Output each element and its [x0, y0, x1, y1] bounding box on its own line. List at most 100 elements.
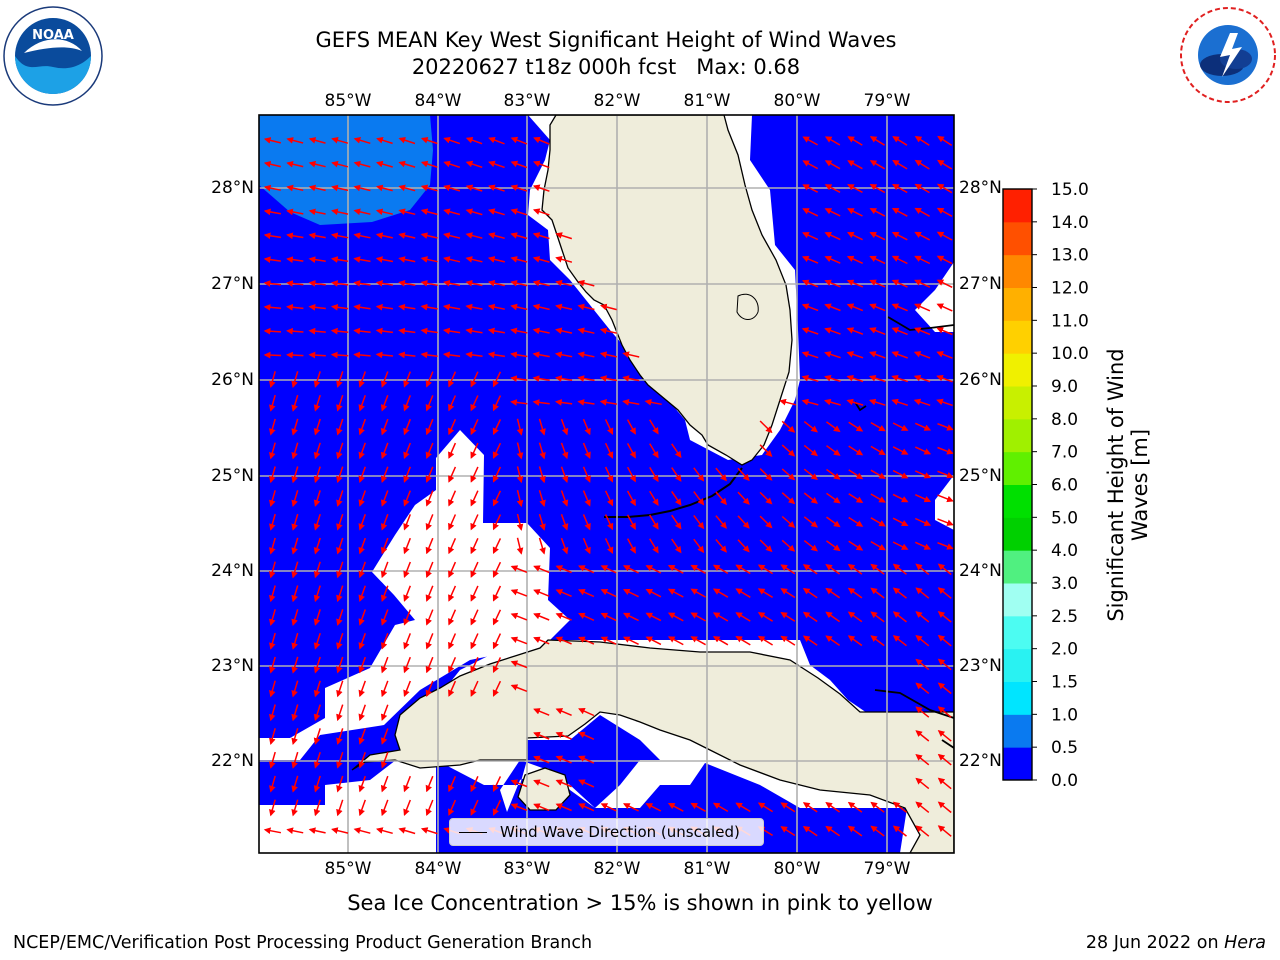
wind-wave-arrow	[516, 442, 524, 460]
wind-wave-arrow	[263, 160, 281, 168]
wind-wave-arrow	[600, 589, 617, 598]
wind-wave-arrow	[380, 680, 389, 698]
wind-wave-arrow	[803, 468, 818, 481]
wind-wave-arrow	[398, 351, 416, 359]
wind-wave-arrow	[937, 611, 952, 623]
wind-wave-arrow	[425, 633, 434, 650]
wind-wave-arrow	[892, 801, 907, 813]
wind-wave-arrow	[380, 514, 389, 531]
wind-wave-arrow	[693, 538, 705, 554]
wind-wave-arrow	[582, 466, 591, 483]
wind-wave-arrow	[936, 255, 953, 265]
wind-wave-arrow	[891, 255, 908, 265]
wind-wave-arrow	[516, 537, 524, 555]
wind-wave-arrow	[308, 208, 326, 216]
wind-wave-arrow	[848, 540, 864, 551]
wind-wave-arrow	[826, 468, 841, 480]
wind-wave-arrow	[269, 418, 276, 436]
wind-wave-arrow	[869, 208, 886, 217]
wind-wave-arrow	[757, 612, 773, 622]
wind-wave-arrow	[380, 609, 389, 626]
wind-wave-arrow	[582, 418, 591, 436]
wind-wave-arrow	[336, 775, 344, 793]
wind-wave-arrow	[263, 208, 282, 216]
wind-wave-arrow	[358, 752, 367, 769]
land-isla-juventud	[517, 767, 571, 811]
colorbar-tick-label: 9.0	[1051, 377, 1078, 397]
wind-wave-arrow	[465, 327, 483, 335]
wind-wave-arrow	[870, 611, 885, 623]
wind-wave-arrow	[578, 779, 595, 788]
wind-wave-arrow	[443, 208, 461, 216]
wind-wave-arrow	[510, 684, 528, 692]
wind-wave-arrow	[824, 136, 841, 146]
wind-wave-arrow	[492, 419, 502, 436]
wind-wave-arrow	[403, 490, 411, 507]
wind-wave-arrow	[313, 704, 321, 722]
wind-wave-arrow	[291, 728, 299, 745]
wind-wave-arrow	[824, 303, 841, 312]
lat-tick-right: 27°N	[959, 274, 1002, 294]
wind-wave-arrow	[604, 466, 614, 483]
wind-wave-arrow	[892, 160, 908, 170]
wind-wave-arrow	[846, 327, 864, 335]
lon-tick-bottom: 82°W	[594, 859, 641, 879]
wind-wave-arrow	[915, 753, 930, 766]
wind-wave-arrow	[420, 351, 438, 359]
wind-wave-arrow	[308, 327, 326, 335]
wind-wave-arrow	[380, 442, 389, 460]
wind-wave-arrow	[848, 469, 864, 480]
wind-wave-arrow	[914, 159, 930, 170]
wind-wave-arrow	[308, 351, 326, 359]
wind-wave-arrow	[487, 232, 505, 240]
wind-wave-arrow	[937, 777, 952, 790]
wind-wave-arrow	[492, 799, 502, 816]
wind-wave-arrow	[847, 825, 863, 837]
wind-wave-arrow	[801, 351, 819, 359]
wind-wave-arrow	[891, 279, 908, 288]
wind-wave-arrow	[826, 421, 841, 433]
wind-wave-arrow	[492, 680, 502, 697]
wind-wave-arrow	[868, 398, 886, 406]
wind-wave-arrow	[780, 588, 796, 599]
wind-wave-arrow	[936, 398, 953, 407]
colorbar-tick-label: 0.0	[1051, 771, 1078, 791]
wind-wave-arrow	[510, 160, 528, 169]
wind-wave-arrow	[803, 444, 818, 457]
wind-wave-arrow	[914, 494, 932, 503]
wind-wave-arrow	[443, 160, 461, 169]
wind-wave-arrow	[398, 232, 416, 239]
wind-wave-arrow	[375, 184, 393, 192]
wind-wave-arrow	[269, 609, 276, 626]
colorbar-tick-label: 15.0	[1051, 180, 1089, 200]
wind-wave-arrow	[403, 609, 411, 626]
wind-wave-arrow	[470, 537, 479, 555]
wind-wave-arrow	[313, 371, 321, 388]
wind-wave-arrow	[313, 537, 321, 555]
wind-wave-arrow	[560, 418, 569, 436]
wind-wave-arrow	[510, 303, 528, 311]
wind-wave-arrow	[286, 827, 304, 834]
wind-wave-arrow	[420, 279, 438, 287]
wind-wave-arrow	[826, 516, 841, 528]
wind-wave-arrow	[693, 467, 705, 482]
wind-wave-arrow	[759, 491, 773, 505]
wind-wave-arrow	[443, 256, 461, 263]
wind-wave-arrow	[291, 394, 299, 412]
wind-wave-arrow	[380, 585, 389, 602]
wind-wave-arrow	[353, 232, 371, 239]
wind-wave-arrow	[380, 418, 389, 436]
wind-wave-arrow	[622, 399, 640, 406]
wind-wave-arrow	[554, 375, 573, 382]
wind-wave-arrow	[824, 184, 841, 193]
wind-wave-arrow	[465, 208, 483, 216]
wind-wave-arrow	[915, 825, 930, 837]
wind-wave-arrow	[667, 636, 684, 646]
lon-tick-top: 82°W	[594, 91, 641, 111]
wind-wave-arrow	[398, 327, 416, 335]
wind-wave-arrow	[870, 493, 886, 503]
wind-wave-arrow	[891, 207, 908, 217]
wind-wave-arrow	[802, 232, 819, 241]
wind-wave-arrow	[470, 418, 479, 436]
wind-wave-arrow	[448, 633, 457, 650]
